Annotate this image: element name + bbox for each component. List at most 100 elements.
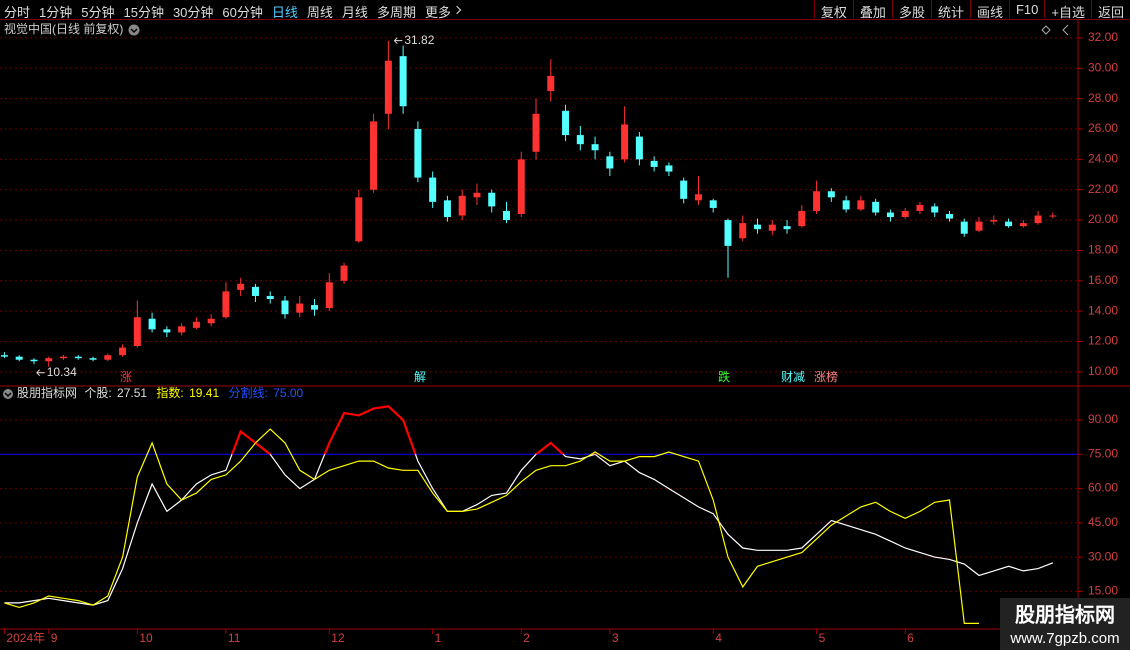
watermark-title: 股朋指标网 [1015,602,1115,626]
tool-button[interactable]: +自选 [1044,0,1091,20]
event-marker: 财减 [781,370,805,384]
period-tab[interactable]: 周线 [306,5,333,20]
legend-value: 75.00 [273,386,303,400]
candle-body [0,355,8,357]
candle-body [488,192,496,207]
candle-body [443,200,451,218]
period-tab[interactable]: 15分钟 [123,5,164,20]
chevron [130,28,138,34]
candle-body [872,201,880,213]
tool-button[interactable]: 返回 [1090,0,1130,20]
max-price-label: 31.82 [404,33,434,47]
y-tick-label: 32.00 [1088,30,1118,44]
tool-button[interactable]: 复权 [813,0,853,20]
candle-body [237,283,245,290]
candle-body [532,113,540,152]
candle-body [15,356,23,360]
candle-body [133,317,141,347]
candle-body [192,321,200,328]
period-tabs: 分时 1分钟 5分钟 15分钟 30分钟 60分钟 日线 周线 月线 多周期 更多 [4,2,462,21]
candle-body [680,180,688,199]
candle-body [266,295,274,300]
x-tick-label: 5 [819,631,826,645]
x-tick-label: 11 [228,631,241,645]
x-tick-label: 10 [139,631,153,645]
candle-body [340,265,348,281]
watermark-url: www.7gpzb.com [1009,630,1119,647]
candle-body [355,197,363,242]
candle-body [148,318,156,330]
x-tick-label: 3 [612,631,619,645]
arrow [36,369,45,377]
period-tab[interactable]: 多周期 [376,5,416,20]
y-tick-label: 18.00 [1088,243,1118,257]
collapse-icon[interactable] [1062,24,1069,36]
candle-body [768,224,776,231]
candle-body [916,204,924,211]
period-tab[interactable]: 分时 [4,5,31,20]
candle-body [547,75,555,92]
candle-body [296,303,304,313]
candle-body [901,210,909,218]
arrow [394,37,403,45]
period-tab[interactable]: 60分钟 [222,5,263,20]
candle-body [502,210,510,221]
candle-body [842,200,850,210]
watermark-box [1000,598,1130,650]
candle-body [222,291,230,318]
candle-body [813,191,821,211]
candle-body [606,156,614,169]
period-tab[interactable]: 日线 [271,5,298,20]
tool-button[interactable]: 多股 [891,0,931,20]
tool-button[interactable]: F10 [1008,0,1044,18]
legend-label: 指数: [156,385,183,400]
x-tick-label: 12 [331,631,345,645]
chart: 视觉中国(日线 前复权) 股朋指标网 个股: 27.51 指数: 19.41 分… [0,20,1130,650]
candle-body [384,60,392,114]
candle-body [429,177,437,202]
tool-button[interactable]: 叠加 [852,0,892,20]
period-tab[interactable]: 1分钟 [39,5,73,20]
candle-body [783,226,791,230]
candle-body [473,192,481,198]
candle-body [74,356,82,359]
candle-body [857,200,865,210]
legend-value: 27.51 [117,386,147,400]
period-tab[interactable]: 月线 [341,5,368,20]
candle-body [119,347,127,356]
y-tick-label: 60.00 [1088,481,1118,495]
dropdown-icon[interactable] [128,24,140,36]
candle-body [414,129,422,178]
candle-body [621,124,629,160]
y-tick-label: 90.00 [1088,412,1118,426]
candle-body [886,212,894,218]
diamond-icon[interactable] [1041,25,1051,35]
period-tab[interactable]: 更多 [424,5,451,20]
x-tick-label: 2024年 [6,631,45,645]
period-tab[interactable]: 30分钟 [172,5,214,20]
candle-body [104,355,112,360]
y-tick-label: 28.00 [1088,91,1118,105]
tool-button[interactable]: 画线 [969,0,1009,20]
tool-button[interactable]: 统计 [930,0,970,20]
dropdown-icon[interactable] [3,389,13,399]
candle-body [562,110,570,136]
y-tick-label: 10.00 [1088,364,1118,378]
candle-body [827,191,835,198]
y-tick-label: 75.00 [1088,446,1118,460]
candle-body [960,221,968,234]
x-tick-label: 2 [523,631,530,645]
indicator-header: 股朋指标网 个股: 27.51 指数: 19.41 分割线: 75.00 [17,385,304,400]
candle-body [990,220,998,222]
candle-body [709,200,717,208]
candle-body [517,159,525,215]
x-tick-label: 1 [435,631,442,645]
event-marker: 解 [414,370,426,384]
legend-label: 分割线: [228,385,267,400]
candle-body [635,136,643,160]
candle-body [754,224,762,230]
candle-body [370,121,378,190]
candle-body [207,318,215,324]
period-tab[interactable]: 5分钟 [81,5,115,20]
